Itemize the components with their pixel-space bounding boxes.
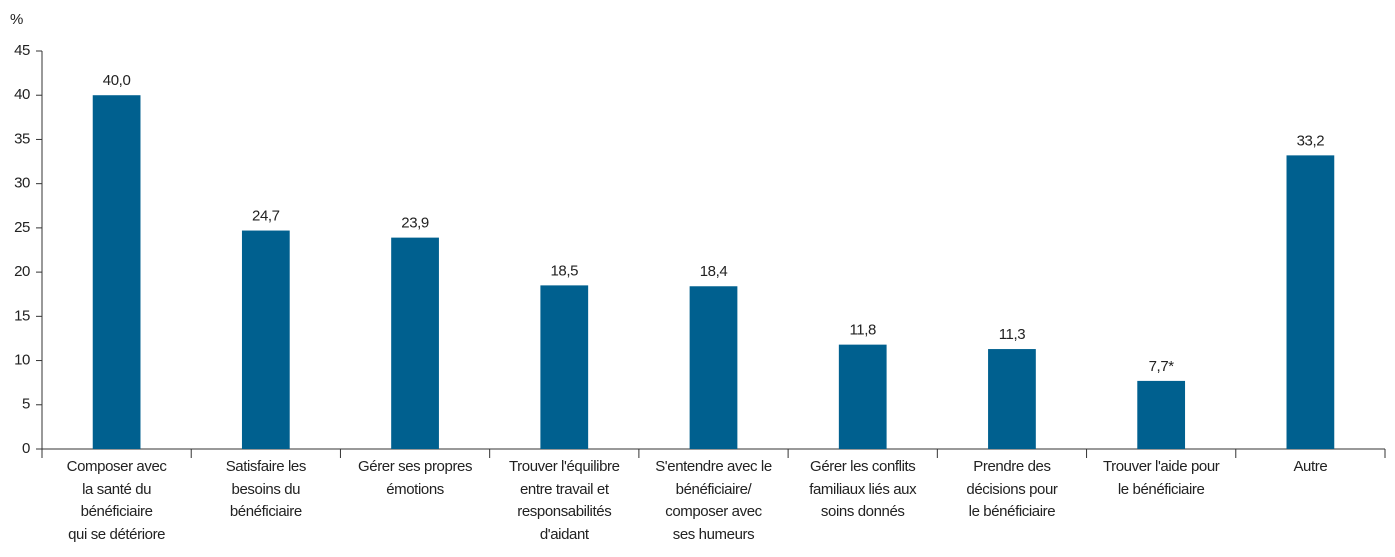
- bar: [1286, 155, 1335, 449]
- y-tick-label: 30: [14, 175, 30, 192]
- data-label: 18,4: [700, 263, 728, 280]
- x-tick-label: Prendre des décisions pour le bénéficiai…: [966, 458, 1058, 520]
- data-label: 40,0: [103, 72, 131, 89]
- y-tick-label: 45: [14, 42, 30, 59]
- x-tick-label: Trouver l'aide pour le bénéficiaire: [1102, 458, 1220, 498]
- y-tick-label: 40: [14, 86, 30, 103]
- y-tick-label: 35: [14, 130, 30, 147]
- x-tick-label: Gérer les conflits familiaux liés aux so…: [809, 458, 917, 520]
- data-label: 23,9: [401, 215, 429, 232]
- x-tick-label: Gérer ses propres émotions: [358, 458, 473, 498]
- bar: [391, 237, 439, 449]
- y-tick-label: 10: [14, 352, 30, 369]
- bar: [241, 230, 290, 449]
- data-label: 24,7: [252, 208, 280, 225]
- x-tick-label: Autre: [1293, 458, 1328, 475]
- bar: [540, 285, 589, 449]
- x-tick-label: S'entendre avec le bénéficiaire/ compose…: [655, 458, 772, 543]
- y-tick-label: 20: [14, 263, 30, 280]
- y-tick-label: 25: [14, 219, 30, 236]
- data-label: 11,8: [849, 322, 876, 339]
- bar: [988, 349, 1036, 449]
- x-tick-label: Satisfaire les besoins du bénéficiaire: [225, 458, 307, 520]
- data-label: 7,7*: [1149, 358, 1175, 375]
- x-tick-label: Trouver l'équilibre entre travail et res…: [508, 458, 620, 543]
- y-tick-label: 5: [22, 396, 30, 413]
- bar: [838, 344, 887, 449]
- y-tick-label: 0: [22, 440, 30, 457]
- x-tick-label: Composer avec la santé du bénéficiaire q…: [66, 458, 167, 543]
- data-label: 18,5: [550, 262, 578, 279]
- data-label: 33,2: [1297, 132, 1325, 149]
- y-tick-label: 15: [14, 307, 30, 324]
- bar: [1137, 380, 1186, 449]
- y-axis-label: %: [10, 11, 23, 28]
- data-label: 11,3: [999, 326, 1026, 343]
- bar: [92, 95, 141, 449]
- bar: [689, 286, 738, 449]
